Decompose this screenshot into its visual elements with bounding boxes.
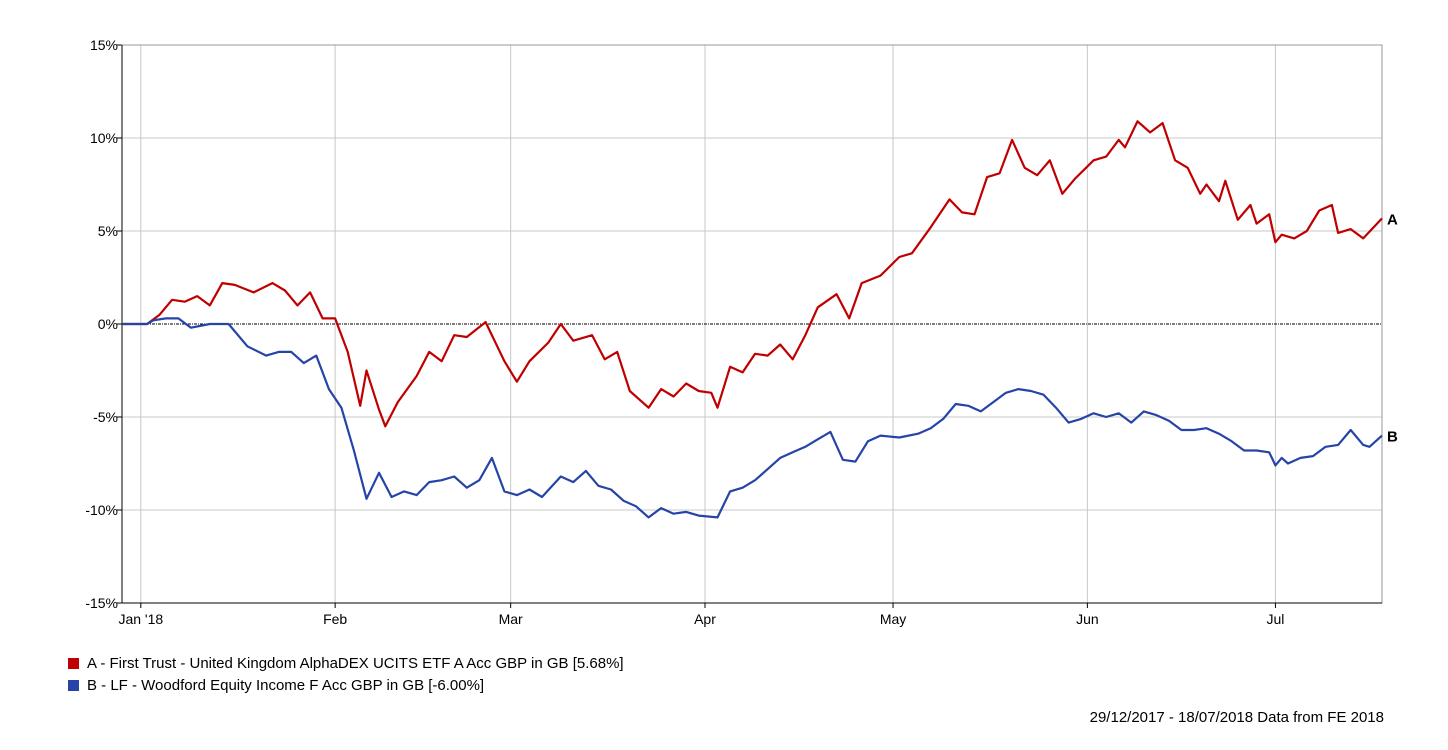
x-tick-label: May bbox=[880, 611, 906, 627]
y-tick-label: -10% bbox=[85, 502, 118, 518]
legend-item-b[interactable]: B - LF - Woodford Equity Income F Acc GB… bbox=[68, 674, 624, 696]
y-tick-label: -15% bbox=[85, 595, 118, 611]
legend-label-b: B - LF - Woodford Equity Income F Acc GB… bbox=[87, 676, 485, 694]
legend-swatch-a bbox=[68, 657, 79, 669]
x-tick-label: Jul bbox=[1266, 611, 1284, 627]
y-tick-label: -5% bbox=[93, 409, 118, 425]
x-tick-label: Feb bbox=[323, 611, 347, 627]
legend-item-a[interactable]: A - First Trust - United Kingdom AlphaDE… bbox=[68, 652, 624, 674]
legend-swatch-b bbox=[68, 679, 79, 691]
y-tick-label: 0% bbox=[98, 316, 118, 332]
footer-note: 29/12/2017 - 18/07/2018 Data from FE 201… bbox=[1089, 709, 1384, 726]
grid bbox=[122, 44, 1382, 604]
x-tick-label: Jan '18 bbox=[118, 611, 163, 627]
x-tick-label: Mar bbox=[499, 611, 523, 627]
series-end-label-a: A bbox=[1387, 211, 1398, 228]
legend-label-a: A - First Trust - United Kingdom AlphaDE… bbox=[87, 654, 624, 672]
series-end-label-b: B bbox=[1387, 429, 1398, 446]
legend: A - First Trust - United Kingdom AlphaDE… bbox=[68, 652, 624, 696]
y-tick-label: 10% bbox=[90, 130, 118, 146]
y-tick-label: 5% bbox=[98, 223, 118, 239]
series-lines bbox=[122, 120, 1383, 519]
x-tick-label: Jun bbox=[1076, 611, 1099, 627]
axes bbox=[117, 44, 1383, 608]
x-tick-label: Apr bbox=[694, 611, 716, 627]
series-line-a bbox=[122, 120, 1383, 428]
series-line-b bbox=[122, 317, 1383, 519]
y-tick-label: 15% bbox=[90, 37, 118, 53]
axis-labels: 15% 10% 5% 0% -5% -10% -15%Jan '18 Feb Mar Apr May… bbox=[85, 37, 1398, 627]
